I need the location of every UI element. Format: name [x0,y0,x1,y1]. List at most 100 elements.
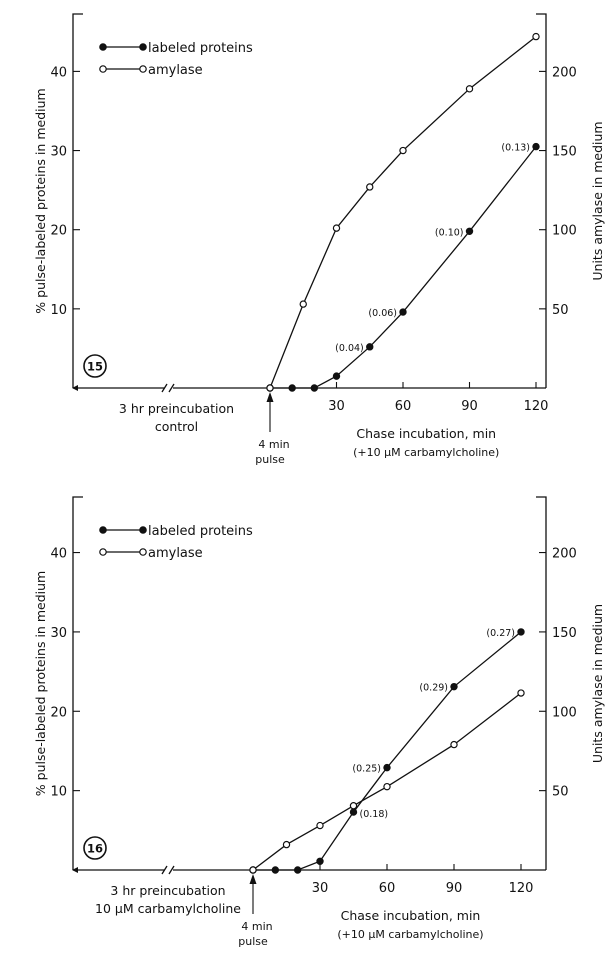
data-point [316,857,324,865]
right-tick-label: 50 [552,303,569,318]
panel-number: 15 [87,360,103,374]
preincubation-label: control [155,419,198,434]
data-point [288,384,296,392]
data-point [349,808,358,816]
x-tick-label: 90 [446,881,463,896]
x-axis-title: Chase incubation, min [356,426,496,441]
left-axis-line [72,496,83,870]
data-point [366,183,374,191]
data-point [383,782,391,791]
data-point [465,227,474,235]
left-axis-title: % pulse-labeled proteins in medium [33,88,48,313]
x-axis-title: Chase incubation, min [341,908,481,923]
legend-label: amylase [148,546,203,561]
legend-marker [99,548,107,556]
data-point [399,308,407,316]
chart-panel-16: 10 20 30 40 50 100 150 200 30 60 90 120 % pulse-labe… [33,496,605,948]
data-point [450,740,458,749]
left-axis-title: % pulse-labeled proteins in medium [33,571,48,796]
right-tick-label: 200 [552,65,577,80]
point-annotation: (0.06) [368,308,397,319]
point-annotation: (0.29) [419,683,448,694]
right-axis-title: Units amylase in medium [590,604,605,763]
point-annotation: (0.25) [352,764,381,775]
right-axis-title: Units amylase in medium [590,121,605,280]
x-tick-label: 30 [312,881,329,896]
x-tick-label: 90 [461,399,478,414]
series-line-open [252,692,522,871]
data-point [399,146,407,155]
legend-label: labeled proteins [148,524,253,539]
left-axis-line [72,13,83,388]
point-annotation: (0.13) [501,143,530,154]
x-tick-label: 30 [328,399,345,414]
point-annotation: (0.18) [360,809,389,820]
legend-marker [139,548,147,556]
data-point [532,32,540,41]
right-tick-label: 100 [552,705,577,720]
right-tick-label: 100 [552,224,577,239]
axis-break [161,383,175,393]
right-tick-label: 50 [552,785,569,800]
data-point [332,372,341,380]
left-tick-label: 40 [50,547,67,562]
point-annotation: (0.27) [486,628,515,639]
data-point [383,763,391,772]
panel-number: 16 [87,842,103,856]
data-point [266,384,274,392]
pulse-label: pulse [255,453,285,466]
panel-number-badge [83,836,107,860]
point-annotation: (0.04) [335,343,364,354]
series-line-filled [270,146,537,389]
right-tick-label: 200 [552,547,577,562]
x-tick-label: 120 [524,399,549,414]
x-axis-start-arrow [72,385,78,391]
preincubation-label: 3 hr preincubation [110,883,225,898]
left-tick-label: 30 [50,145,67,160]
data-point [366,343,374,351]
preincubation-label: 3 hr preincubation [119,401,234,416]
legend-label: labeled proteins [148,41,253,56]
panel-number-badge [83,354,107,378]
x-axis-start-arrow [72,867,78,873]
right-tick-label: 150 [552,626,577,641]
x-tick-label: 60 [379,881,396,896]
x-tick-label: 60 [395,399,412,414]
data-point [316,821,324,830]
right-axis-line [536,13,547,388]
series-line-open [269,36,537,389]
x-tick-label: 120 [509,881,534,896]
data-point [271,866,280,874]
point-annotation: (0.10) [435,227,464,238]
right-tick-label: 150 [552,145,577,160]
data-point [282,840,291,849]
data-point [532,142,540,151]
legend-marker [139,65,147,73]
data-point [450,682,458,691]
axis-break [161,865,175,875]
x-axis-subtitle: (+10 μM carbamylcholine) [353,446,499,459]
chart-panel-15: 10 20 30 40 50 100 150 200 30 60 90 120 % pulse-labe… [33,13,605,466]
data-point [249,866,257,874]
legend-marker [99,65,107,73]
data-point [349,802,358,810]
left-tick-label: 30 [50,626,67,641]
series-line-filled [253,631,522,871]
data-point [310,384,319,392]
left-tick-label: 20 [50,224,67,239]
data-point [332,224,341,232]
right-axis-line [536,496,547,870]
left-tick-label: 20 [50,705,67,720]
data-point [299,300,307,308]
legend-marker [139,43,147,51]
legend-marker [139,526,147,534]
left-tick-label: 10 [50,303,67,318]
legend-marker [99,43,107,51]
pulse-arrow-head [249,874,257,884]
x-axis-subtitle: (+10 μM carbamylcholine) [337,928,483,941]
pulse-label: 4 min [241,920,272,933]
legend-label: amylase [148,63,203,78]
legend-marker [99,526,107,534]
left-tick-label: 40 [50,65,67,80]
